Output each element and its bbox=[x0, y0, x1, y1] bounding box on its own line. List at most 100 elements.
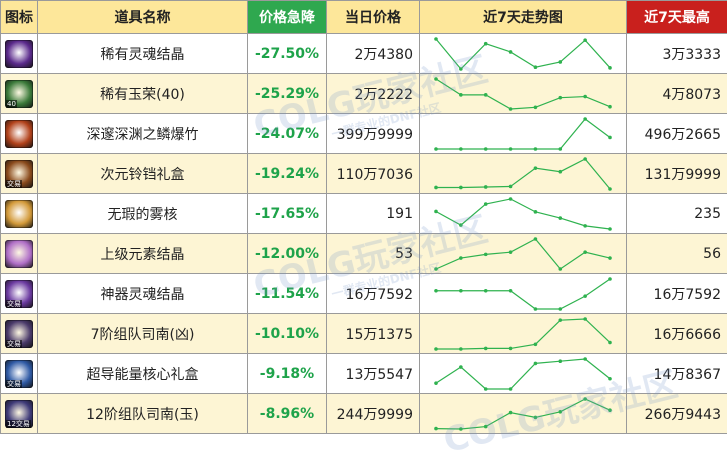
trend-sparkline bbox=[420, 35, 626, 73]
trend-point bbox=[558, 359, 562, 363]
trend-point bbox=[509, 107, 513, 111]
trend-cell bbox=[420, 74, 627, 114]
trend-point bbox=[509, 50, 513, 54]
trend-point bbox=[583, 117, 587, 121]
superconductor-box-icon: 交易 bbox=[5, 360, 33, 388]
seven-day-high: 266万9443 bbox=[627, 394, 727, 434]
price-drop-value: -25.29% bbox=[248, 74, 327, 114]
icon-tag: 交易 bbox=[6, 340, 22, 348]
trend-sparkline bbox=[420, 155, 626, 193]
trend-point bbox=[608, 256, 612, 260]
trend-point bbox=[534, 166, 538, 170]
trend-point bbox=[459, 147, 463, 151]
trend-point bbox=[459, 67, 463, 71]
icon-tag: 交易 bbox=[6, 300, 22, 308]
trend-line bbox=[436, 159, 610, 189]
trend-point bbox=[509, 346, 513, 350]
item-name: 深邃深渊之鳞爆竹 bbox=[38, 114, 248, 154]
trend-point bbox=[434, 209, 438, 213]
trend-point bbox=[558, 410, 562, 414]
trend-sparkline bbox=[420, 115, 626, 153]
trend-sparkline bbox=[420, 275, 626, 313]
trend-point bbox=[558, 95, 562, 99]
trend-point bbox=[558, 267, 562, 271]
item-name: 无瑕的雾核 bbox=[38, 194, 248, 234]
seven-day-high: 235 bbox=[627, 194, 727, 234]
trend-point bbox=[608, 187, 612, 191]
current-price: 15万1375 bbox=[327, 314, 420, 354]
item-icon-cell: 40 bbox=[1, 74, 38, 114]
current-price: 191 bbox=[327, 194, 420, 234]
item-icon-cell bbox=[1, 114, 38, 154]
trend-point bbox=[459, 256, 463, 260]
icon-tag: 40 bbox=[6, 100, 17, 108]
trend-point bbox=[608, 376, 612, 380]
trend-point bbox=[583, 157, 587, 161]
trend-cell bbox=[420, 234, 627, 274]
item-name: 超导能量核心礼盒 bbox=[38, 354, 248, 394]
trend-point bbox=[459, 93, 463, 97]
trend-point bbox=[509, 387, 513, 391]
trend-point bbox=[558, 147, 562, 151]
trend-point bbox=[608, 408, 612, 412]
current-price: 110万7036 bbox=[327, 154, 420, 194]
seven-day-high: 496万2665 bbox=[627, 114, 727, 154]
trend-cell bbox=[420, 34, 627, 74]
trend-point bbox=[484, 185, 488, 189]
price-drop-table: 图标 道具名称 价格急降 当日价格 近7天走势图 近7天最高 稀有灵魂结晶-27… bbox=[0, 0, 727, 434]
trend-point bbox=[434, 347, 438, 351]
trend-point bbox=[459, 365, 463, 369]
item-icon-cell: 交易 bbox=[1, 154, 38, 194]
trend-point bbox=[583, 357, 587, 361]
trend-point bbox=[484, 288, 488, 292]
trend-point bbox=[608, 227, 612, 231]
trend-point bbox=[583, 94, 587, 98]
item-icon-cell bbox=[1, 234, 38, 274]
header-trend: 近7天走势图 bbox=[420, 1, 627, 34]
trend-cell bbox=[420, 274, 627, 314]
trend-point bbox=[459, 347, 463, 351]
trend-point bbox=[583, 397, 587, 401]
item-name: 次元铃铛礼盒 bbox=[38, 154, 248, 194]
trend-line bbox=[436, 399, 610, 429]
team-sinan-jade-icon: 12交易 bbox=[5, 400, 33, 428]
seven-day-high: 3万3333 bbox=[627, 34, 727, 74]
header-price: 当日价格 bbox=[327, 1, 420, 34]
price-drop-value: -12.00% bbox=[248, 234, 327, 274]
trend-point bbox=[534, 105, 538, 109]
trend-sparkline bbox=[420, 315, 626, 353]
team-sinan-evil-icon: 交易 bbox=[5, 320, 33, 348]
price-drop-value: -9.18% bbox=[248, 354, 327, 394]
trend-point bbox=[608, 340, 612, 344]
price-drop-value: -10.10% bbox=[248, 314, 327, 354]
trend-point bbox=[509, 184, 513, 188]
header-name: 道具名称 bbox=[38, 1, 248, 34]
trend-sparkline bbox=[420, 75, 626, 113]
seven-day-high: 16万7592 bbox=[627, 274, 727, 314]
item-icon-cell bbox=[1, 34, 38, 74]
item-icon-cell: 交易 bbox=[1, 274, 38, 314]
item-name: 稀有玉荣(40) bbox=[38, 74, 248, 114]
trend-point bbox=[583, 38, 587, 42]
header-icon: 图标 bbox=[1, 1, 38, 34]
trend-point bbox=[434, 288, 438, 292]
trend-point bbox=[484, 41, 488, 45]
trend-point bbox=[434, 147, 438, 151]
trend-point bbox=[608, 104, 612, 108]
trend-line bbox=[436, 279, 610, 309]
purple-crystal-icon bbox=[5, 40, 33, 68]
seven-day-high: 14万8367 bbox=[627, 354, 727, 394]
price-drop-value: -11.54% bbox=[248, 274, 327, 314]
trend-line bbox=[436, 239, 610, 269]
trend-point bbox=[434, 426, 438, 430]
